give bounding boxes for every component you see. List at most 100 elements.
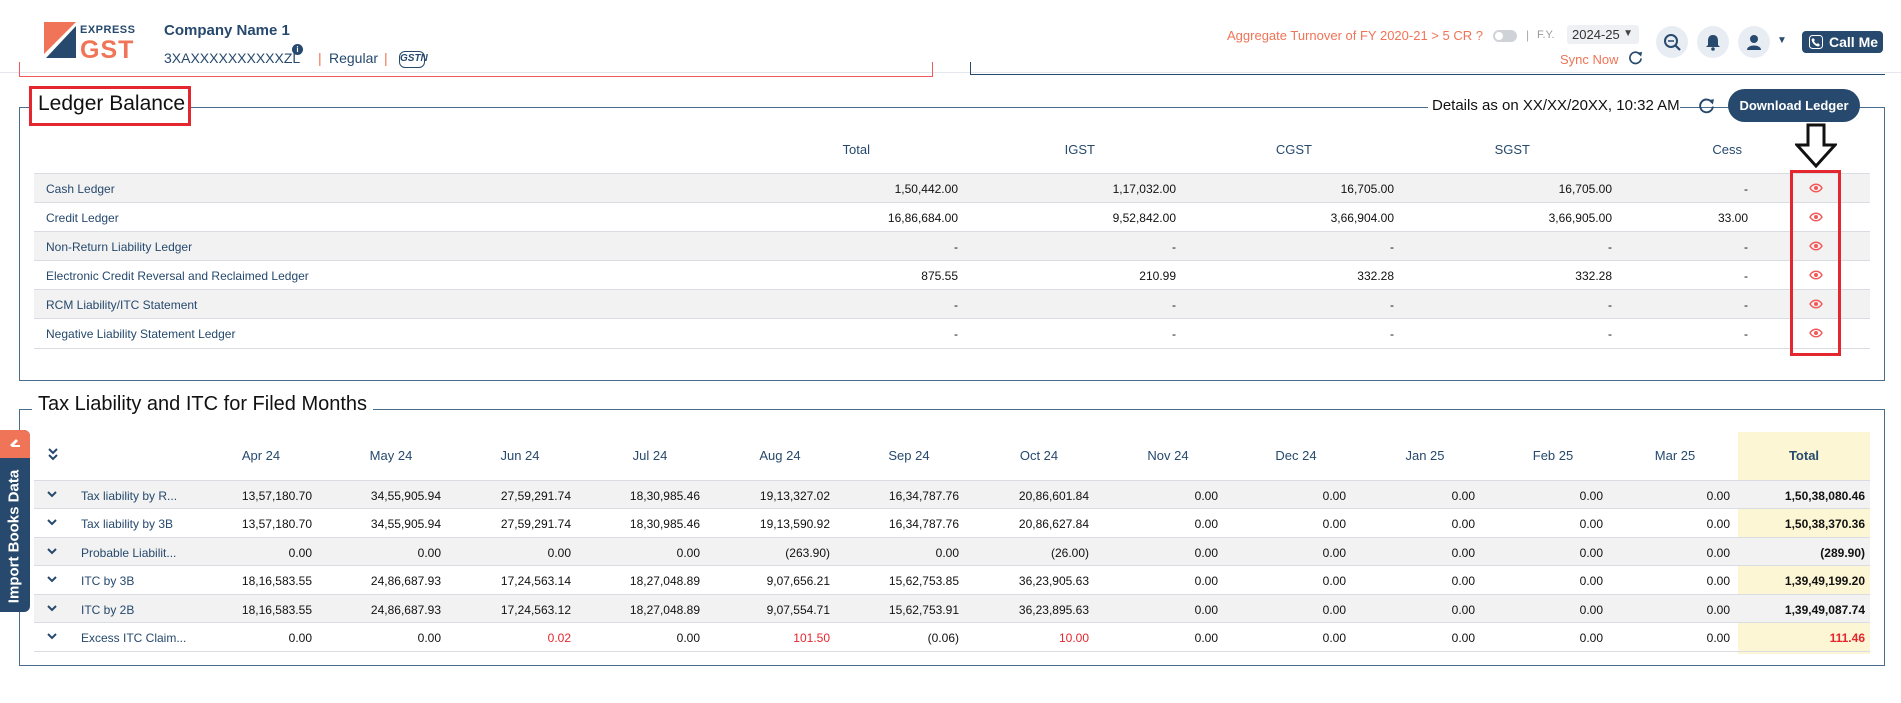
separator: | (318, 50, 322, 66)
ledger-link[interactable]: Credit Ledger (46, 211, 119, 225)
cell-igst: 9,52,842.00 (1112, 211, 1176, 225)
view-eye-icon[interactable] (1809, 270, 1823, 280)
chevron-down-icon[interactable] (47, 519, 57, 526)
column-header-cess: Cess (1712, 142, 1742, 157)
fy-select[interactable]: 2024-25 ▼ (1567, 25, 1639, 44)
month-cell: 0.00 (288, 546, 312, 560)
user-menu-button[interactable] (1738, 26, 1770, 58)
chevron-down-icon[interactable] (47, 548, 57, 555)
user-menu-caret-icon[interactable]: ▼ (1777, 35, 1787, 46)
month-cell: 18,30,985.46 (629, 489, 700, 503)
month-cell: (0.06) (927, 631, 959, 645)
ledger-row-cash: Cash Ledger 1,50,442.00 1,17,032.00 16,7… (34, 173, 1870, 203)
ledger-balance-card (19, 107, 1885, 381)
row-label[interactable]: Tax liability by R... (81, 489, 178, 503)
cell-cgst: - (1390, 240, 1394, 254)
chevron-down-icon[interactable] (47, 605, 57, 612)
month-cell: 0.00 (1451, 517, 1475, 531)
ledger-link[interactable]: Non-Return Liability Ledger (46, 240, 193, 254)
cell-sgst: 16,705.00 (1558, 182, 1612, 196)
column-header-month: Nov 24 (1147, 448, 1189, 463)
express-gst-logo[interactable]: EXPRESS GST (42, 20, 142, 64)
ledger-link[interactable]: Electronic Credit Reversal and Reclaimed… (46, 269, 309, 283)
month-cell: 0.00 (1194, 546, 1218, 560)
month-cell: 0.00 (1322, 631, 1346, 645)
month-cell: 34,55,905.94 (370, 489, 441, 503)
bell-icon (1706, 35, 1720, 51)
month-cell: 19,13,327.02 (759, 489, 830, 503)
row-label[interactable]: Excess ITC Claim... (81, 631, 187, 645)
cell-cess: - (1744, 182, 1748, 196)
month-cell: 0.00 (1322, 574, 1346, 588)
cell-cess: 33.00 (1717, 211, 1748, 225)
expand-all-icon[interactable] (47, 447, 59, 461)
previous-card-edge (19, 62, 933, 77)
row-label[interactable]: Tax liability by 3B (81, 517, 174, 531)
month-cell: 18,16,583.55 (241, 603, 312, 617)
ledger-link[interactable]: RCM Liability/ITC Statement (46, 298, 198, 312)
month-cell: 0.00 (1706, 574, 1730, 588)
month-cell: 36,23,905.63 (1018, 574, 1089, 588)
search-button[interactable] (1656, 26, 1688, 58)
notifications-button[interactable] (1697, 26, 1729, 58)
month-cell: 0.00 (1706, 546, 1730, 560)
tax-row-itc-3b: ITC by 3B 18,16,583.55 24,86,687.93 17,2… (34, 565, 1870, 594)
ledger-row-non-return: Non-Return Liability Ledger - - - - - (34, 231, 1870, 261)
cell-cess: - (1744, 240, 1748, 254)
info-icon[interactable]: i (292, 44, 303, 55)
month-cell: 27,59,291.74 (500, 489, 571, 503)
total-cell: 1,50,38,080.46 (1784, 489, 1865, 503)
user-icon (1747, 35, 1761, 50)
hand-pointer-icon (10, 439, 20, 447)
month-cell: (26.00) (1050, 546, 1089, 560)
month-cell: 0.00 (1579, 517, 1603, 531)
view-eye-icon[interactable] (1809, 212, 1823, 222)
month-cell: 13,57,180.70 (241, 489, 312, 503)
month-cell: 24,86,687.93 (370, 574, 441, 588)
month-cell: 0.00 (417, 631, 441, 645)
month-cell: 0.00 (1194, 603, 1218, 617)
month-cell: 0.00 (1322, 603, 1346, 617)
cell-cgst: - (1390, 298, 1394, 312)
separator: | (1526, 28, 1530, 42)
ledger-link[interactable]: Negative Liability Statement Ledger (46, 327, 236, 341)
row-label[interactable]: Probable Liabilit... (81, 546, 177, 560)
ledger-row-negative-liability: Negative Liability Statement Ledger - - … (34, 318, 1870, 349)
view-eye-icon[interactable] (1809, 241, 1823, 251)
previous-card-edge (970, 62, 1885, 75)
fy-label: F.Y. (1537, 29, 1555, 41)
chevron-down-icon[interactable] (47, 491, 57, 498)
ledger-balance-title: Ledger Balance (38, 92, 186, 116)
download-ledger-button[interactable]: Download Ledger (1728, 89, 1860, 122)
details-timestamp: Details as on XX/XX/20XX, 10:32 AM (1428, 97, 1680, 114)
month-cell: 0.00 (1579, 489, 1603, 503)
import-books-data-tab[interactable] (0, 430, 30, 612)
aggregate-turnover-toggle[interactable] (1493, 30, 1517, 42)
column-header-total: Total (1788, 448, 1820, 463)
sync-icon[interactable] (1628, 50, 1643, 65)
row-label[interactable]: ITC by 2B (81, 603, 135, 617)
chevron-down-icon[interactable] (47, 633, 57, 640)
ledger-link[interactable]: Cash Ledger (46, 182, 115, 196)
cell-total: 1,50,442.00 (894, 182, 958, 196)
chevron-down-icon[interactable] (47, 576, 57, 583)
call-me-button[interactable]: Call Me (1802, 31, 1883, 53)
month-cell: 0.00 (676, 546, 700, 560)
sync-now-link[interactable]: Sync Now (1560, 52, 1619, 67)
caret-down-icon: ▼ (1623, 28, 1633, 39)
ledger-row-rcm: RCM Liability/ITC Statement - - - - - (34, 289, 1870, 319)
view-eye-icon[interactable] (1809, 183, 1823, 193)
view-eye-icon[interactable] (1809, 299, 1823, 309)
refresh-icon[interactable] (1698, 97, 1715, 114)
row-label[interactable]: ITC by 3B (81, 574, 135, 588)
view-eye-icon[interactable] (1809, 328, 1823, 338)
tax-row-liability-r1: Tax liability by R... 13,57,180.70 34,55… (34, 480, 1870, 509)
company-name[interactable]: Company Name 1 (164, 22, 290, 39)
cell-total: 875.55 (921, 269, 958, 283)
gstn-icon[interactable]: GSTN (399, 51, 428, 68)
month-cell: 0.00 (1706, 631, 1730, 645)
cell-sgst: 3,66,905.00 (1548, 211, 1612, 225)
column-header-month: Aug 24 (759, 448, 801, 463)
import-tab-head[interactable] (0, 430, 30, 458)
total-cell: 1,50,38,370.36 (1784, 517, 1865, 531)
